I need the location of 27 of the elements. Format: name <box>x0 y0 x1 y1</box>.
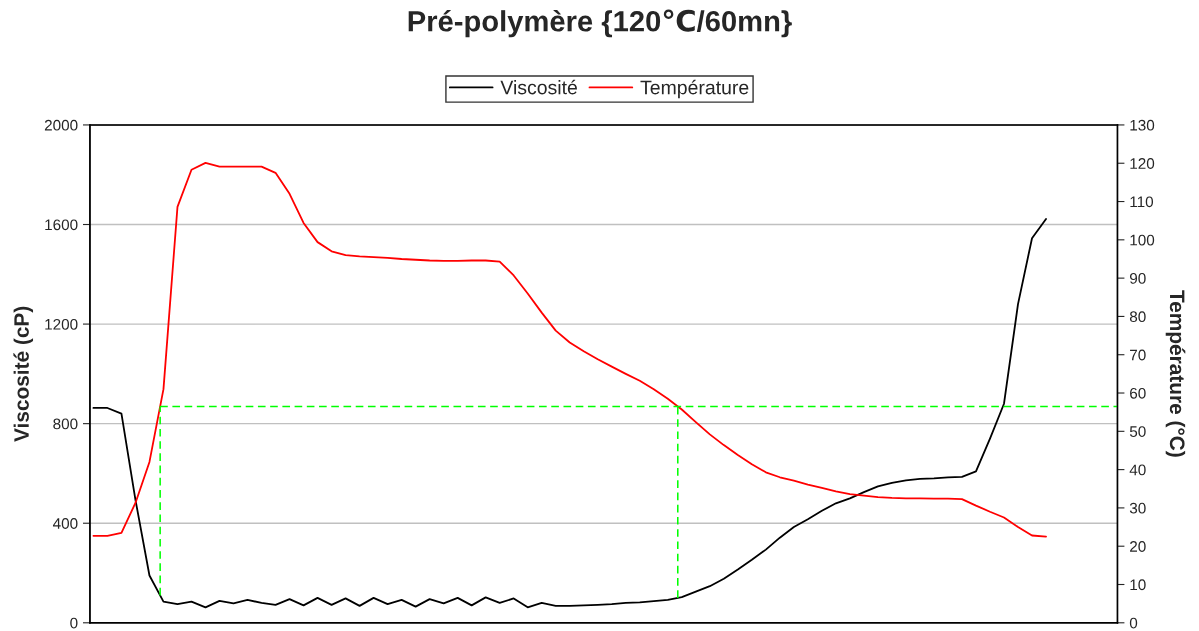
y2-tick-label: 50 <box>1129 426 1146 437</box>
y2-tick-label: 60 <box>1130 387 1146 399</box>
y2-tick-label: 0 <box>1129 617 1138 629</box>
y2-tick-label: 110 <box>1130 196 1154 208</box>
y2-tick-label: 10 <box>1130 579 1146 591</box>
y2-tick-label: 70 <box>1130 349 1146 361</box>
y2-tick-label: 80 <box>1129 311 1146 323</box>
y-axis-title: Viscosité (cP) <box>13 306 34 442</box>
y-tick-label: 800 <box>53 418 78 430</box>
y2-tick-label: 40 <box>1129 464 1146 476</box>
y-tick-label: 2000 <box>44 119 78 131</box>
y2-tick-label: 130 <box>1130 119 1155 131</box>
legend-label: Température <box>640 79 749 99</box>
y2-tick-label: 120 <box>1130 158 1155 169</box>
line-series <box>92 161 1047 538</box>
legend-label: Viscosité <box>500 79 577 95</box>
y2-axis-title: Température (°C) <box>1165 290 1186 457</box>
y-tick-label: 0 <box>70 617 78 629</box>
y2-tick-label: 100 <box>1130 234 1155 246</box>
chart-title: Pré-polymère {120℃/60mn} <box>408 9 792 38</box>
y-tick-label: 400 <box>52 518 78 529</box>
y-tick-label: 1600 <box>45 219 78 231</box>
y-tick-label: 1200 <box>45 318 78 330</box>
y2-tick-label: 90 <box>1129 272 1146 284</box>
line-series <box>92 218 1047 609</box>
y2-tick-label: 20 <box>1130 541 1146 552</box>
y2-tick-label: 30 <box>1129 502 1146 514</box>
